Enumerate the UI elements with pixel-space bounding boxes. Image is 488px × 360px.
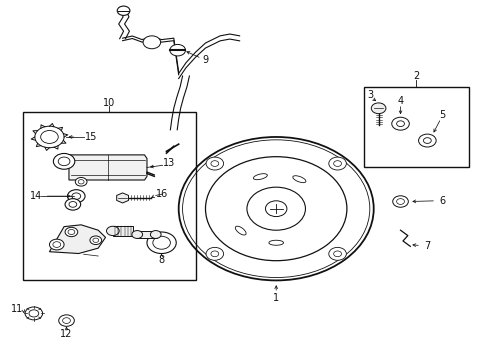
Text: 11: 11	[11, 304, 23, 314]
Circle shape	[53, 153, 75, 169]
Text: 12: 12	[60, 329, 73, 339]
Circle shape	[132, 230, 142, 238]
Circle shape	[205, 247, 223, 260]
Text: 16: 16	[155, 189, 167, 199]
Text: 10: 10	[103, 98, 115, 108]
Text: 3: 3	[366, 90, 373, 100]
Text: 9: 9	[202, 55, 208, 65]
Circle shape	[150, 230, 161, 238]
Circle shape	[65, 199, 81, 210]
Text: 13: 13	[163, 158, 175, 168]
Circle shape	[106, 226, 119, 235]
Bar	[137, 230, 157, 238]
Polygon shape	[117, 193, 128, 203]
Circle shape	[117, 6, 130, 15]
Text: 5: 5	[438, 111, 444, 121]
Bar	[363, 87, 468, 167]
Circle shape	[59, 315, 74, 326]
Circle shape	[392, 196, 407, 207]
Circle shape	[75, 177, 87, 186]
Circle shape	[370, 103, 385, 114]
Text: 1: 1	[273, 293, 279, 303]
Circle shape	[391, 117, 408, 130]
Circle shape	[25, 307, 42, 320]
Text: 6: 6	[438, 196, 444, 206]
Text: 14: 14	[30, 191, 42, 201]
Circle shape	[67, 190, 85, 203]
Circle shape	[90, 236, 102, 244]
Circle shape	[143, 36, 160, 49]
Circle shape	[49, 239, 64, 250]
Circle shape	[41, 131, 58, 143]
Polygon shape	[69, 155, 147, 180]
Circle shape	[205, 157, 223, 170]
Text: 8: 8	[158, 255, 164, 265]
Ellipse shape	[235, 226, 245, 235]
Text: 4: 4	[397, 96, 403, 106]
Ellipse shape	[292, 176, 305, 183]
Bar	[113, 226, 133, 235]
Circle shape	[169, 44, 185, 56]
Text: 15: 15	[84, 132, 97, 142]
Circle shape	[328, 247, 346, 260]
Ellipse shape	[253, 174, 267, 180]
Text: 2: 2	[412, 71, 419, 81]
Polygon shape	[49, 225, 105, 253]
Circle shape	[65, 227, 78, 237]
Text: 7: 7	[424, 241, 429, 251]
Ellipse shape	[268, 240, 283, 245]
Circle shape	[418, 134, 435, 147]
Circle shape	[328, 157, 346, 170]
Bar	[22, 112, 195, 280]
